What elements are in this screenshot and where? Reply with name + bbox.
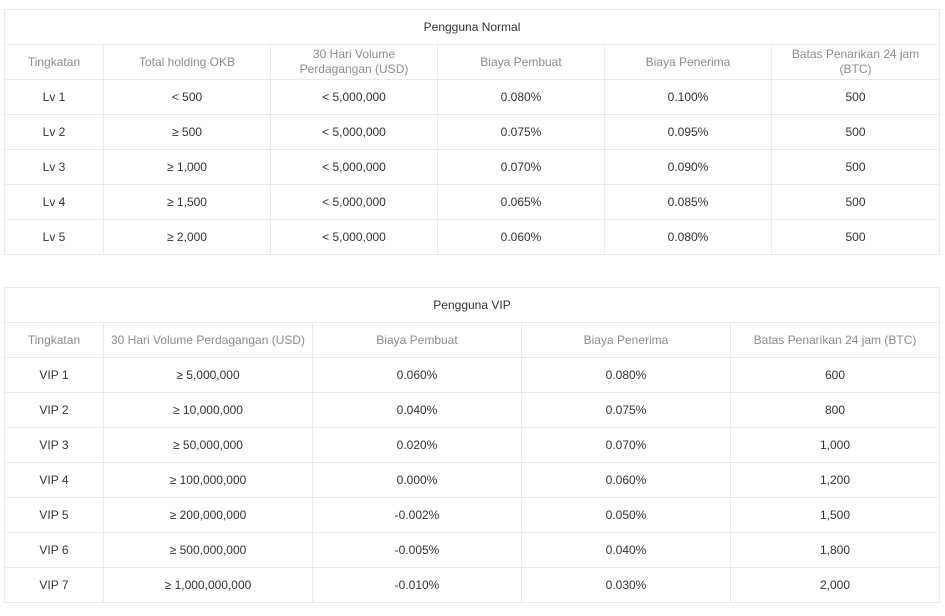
level-cell: VIP 3 (4, 427, 104, 463)
column-header-taker-fee: Biaya Penerima (604, 44, 772, 80)
vip-table-title: Pengguna VIP (3, 287, 941, 323)
level-cell: Lv 2 (4, 114, 104, 150)
column-header-taker-fee: Biaya Penerima (521, 322, 731, 358)
taker-fee-cell: 0.095% (604, 114, 772, 150)
okb-holding-cell: ≥ 1,500 (103, 184, 271, 220)
withdrawal-limit-cell: 500 (770, 219, 941, 255)
level-cell: VIP 2 (4, 392, 104, 428)
table-row: VIP 6 ≥ 500,000,000 -0.005% 0.040% 1,800 (4, 532, 941, 568)
maker-fee-cell: -0.010% (312, 567, 522, 603)
maker-fee-cell: -0.002% (312, 497, 522, 533)
level-cell: VIP 6 (4, 532, 104, 568)
table-row: VIP 2 ≥ 10,000,000 0.040% 0.075% 800 (4, 392, 941, 428)
maker-fee-cell: 0.060% (312, 357, 522, 393)
okb-holding-cell: ≥ 500 (103, 114, 271, 150)
level-cell: VIP 1 (4, 357, 104, 393)
withdrawal-limit-cell: 500 (770, 149, 941, 185)
taker-fee-cell: 0.060% (521, 462, 731, 498)
withdrawal-limit-cell: 1,000 (729, 427, 941, 463)
volume-cell: ≥ 500,000,000 (103, 532, 313, 568)
level-cell: Lv 4 (4, 184, 104, 220)
table-header-row: Tingkatan Total holding OKB 30 Hari Volu… (4, 44, 941, 80)
table-row: VIP 5 ≥ 200,000,000 -0.002% 0.050% 1,500 (4, 497, 941, 533)
taker-fee-cell: 0.070% (521, 427, 731, 463)
taker-fee-cell: 0.085% (604, 184, 772, 220)
column-header-maker-fee: Biaya Pembuat (312, 322, 522, 358)
column-header-30d-volume: 30 Hari Volume Perdagangan (USD) (103, 322, 313, 358)
volume-cell: < 5,000,000 (270, 79, 438, 115)
level-cell: Lv 3 (4, 149, 104, 185)
volume-cell: ≥ 200,000,000 (103, 497, 313, 533)
volume-cell: ≥ 5,000,000 (103, 357, 313, 393)
maker-fee-cell: 0.000% (312, 462, 522, 498)
volume-cell: ≥ 50,000,000 (103, 427, 313, 463)
column-header-withdrawal-limit: Batas Penarikan 24 jam (BTC) (770, 44, 941, 80)
withdrawal-limit-cell: 500 (770, 79, 941, 115)
table-row: Lv 4 ≥ 1,500 < 5,000,000 0.065% 0.085% 5… (4, 184, 941, 220)
column-header-withdrawal-limit: Batas Penarikan 24 jam (BTC) (729, 322, 941, 358)
table-row: Lv 2 ≥ 500 < 5,000,000 0.075% 0.095% 500 (4, 114, 941, 150)
maker-fee-cell: 0.075% (437, 114, 605, 150)
volume-cell: ≥ 10,000,000 (103, 392, 313, 428)
taker-fee-cell: 0.040% (521, 532, 731, 568)
taker-fee-cell: 0.075% (521, 392, 731, 428)
withdrawal-limit-cell: 2,000 (729, 567, 941, 603)
volume-cell: < 5,000,000 (270, 184, 438, 220)
taker-fee-cell: 0.030% (521, 567, 731, 603)
table-row: Lv 5 ≥ 2,000 < 5,000,000 0.060% 0.080% 5… (4, 219, 941, 255)
volume-cell: < 5,000,000 (270, 149, 438, 185)
maker-fee-cell: 0.060% (437, 219, 605, 255)
table-row: Lv 3 ≥ 1,000 < 5,000,000 0.070% 0.090% 5… (4, 149, 941, 185)
volume-cell: ≥ 1,000,000,000 (103, 567, 313, 603)
maker-fee-cell: -0.005% (312, 532, 522, 568)
taker-fee-cell: 0.080% (604, 219, 772, 255)
okb-holding-cell: ≥ 1,000 (103, 149, 271, 185)
table-row: VIP 1 ≥ 5,000,000 0.060% 0.080% 600 (4, 357, 941, 393)
withdrawal-limit-cell: 600 (729, 357, 941, 393)
withdrawal-limit-cell: 1,800 (729, 532, 941, 568)
taker-fee-cell: 0.100% (604, 79, 772, 115)
column-header-okb-holding: Total holding OKB (103, 44, 271, 80)
withdrawal-limit-cell: 800 (729, 392, 941, 428)
volume-cell: < 5,000,000 (270, 219, 438, 255)
withdrawal-limit-cell: 1,500 (729, 497, 941, 533)
withdrawal-limit-cell: 500 (770, 114, 941, 150)
withdrawal-limit-cell: 500 (770, 184, 941, 220)
table-header-row: Tingkatan 30 Hari Volume Perdagangan (US… (4, 322, 941, 358)
column-header-30d-volume: 30 Hari Volume Perdagangan (USD) (270, 44, 438, 80)
level-cell: Lv 5 (4, 219, 104, 255)
normal-table-title: Pengguna Normal (3, 9, 941, 45)
normal-user-fee-table: Pengguna Normal Tingkatan Total holding … (3, 9, 941, 255)
level-cell: VIP 5 (4, 497, 104, 533)
maker-fee-cell: 0.080% (437, 79, 605, 115)
withdrawal-limit-cell: 1,200 (729, 462, 941, 498)
table-row: Lv 1 < 500 < 5,000,000 0.080% 0.100% 500 (4, 79, 941, 115)
column-header-level: Tingkatan (4, 322, 104, 358)
column-header-level: Tingkatan (4, 44, 104, 80)
maker-fee-cell: 0.070% (437, 149, 605, 185)
maker-fee-cell: 0.040% (312, 392, 522, 428)
table-row: VIP 3 ≥ 50,000,000 0.020% 0.070% 1,000 (4, 427, 941, 463)
maker-fee-cell: 0.020% (312, 427, 522, 463)
taker-fee-cell: 0.090% (604, 149, 772, 185)
level-cell: Lv 1 (4, 79, 104, 115)
maker-fee-cell: 0.065% (437, 184, 605, 220)
level-cell: VIP 7 (4, 567, 104, 603)
okb-holding-cell: < 500 (103, 79, 271, 115)
okb-holding-cell: ≥ 2,000 (103, 219, 271, 255)
volume-cell: ≥ 100,000,000 (103, 462, 313, 498)
level-cell: VIP 4 (4, 462, 104, 498)
vip-user-fee-table: Pengguna VIP Tingkatan 30 Hari Volume Pe… (3, 287, 941, 603)
table-row: VIP 4 ≥ 100,000,000 0.000% 0.060% 1,200 (4, 462, 941, 498)
table-title-row: Pengguna Normal (3, 9, 941, 45)
table-title-row: Pengguna VIP (3, 287, 941, 323)
taker-fee-cell: 0.050% (521, 497, 731, 533)
volume-cell: < 5,000,000 (270, 114, 438, 150)
column-header-maker-fee: Biaya Pembuat (437, 44, 605, 80)
taker-fee-cell: 0.080% (521, 357, 731, 393)
table-row: VIP 7 ≥ 1,000,000,000 -0.010% 0.030% 2,0… (4, 567, 941, 603)
